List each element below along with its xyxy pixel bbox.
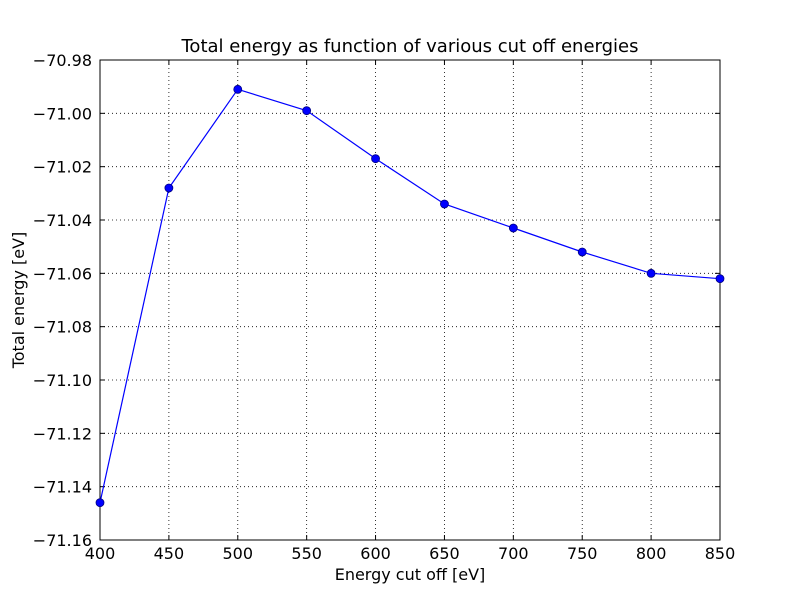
y-tick-label: −71.02 xyxy=(33,158,92,177)
grid xyxy=(100,60,720,540)
x-tick-label: 450 xyxy=(154,544,185,563)
data-point xyxy=(646,268,656,278)
data-point xyxy=(715,274,725,284)
data-point xyxy=(164,183,174,193)
y-tick-label: −71.16 xyxy=(33,531,92,550)
y-tick-label: −70.98 xyxy=(33,51,92,70)
y-tick-label: −71.12 xyxy=(33,424,92,443)
x-tick-label: 700 xyxy=(498,544,529,563)
x-tick-label: 500 xyxy=(223,544,254,563)
data-point xyxy=(95,498,105,508)
y-tick-label: −71.00 xyxy=(33,104,92,123)
data-point xyxy=(577,247,587,257)
x-tick-label: 750 xyxy=(567,544,598,563)
axis-ticks: 400 450 500 550 600 650 700 750 800 850 −71.16 −71.… xyxy=(33,51,735,563)
data-point xyxy=(302,106,312,116)
y-tick-label: −71.08 xyxy=(33,318,92,337)
data-point xyxy=(371,154,380,164)
plot-frame xyxy=(99,59,721,541)
data-point xyxy=(508,223,518,233)
series-line xyxy=(99,88,721,503)
y-tick-label: −71.10 xyxy=(33,371,92,390)
x-tick-label: 850 xyxy=(705,544,736,563)
x-tick-label: 550 xyxy=(291,544,322,563)
series-layer xyxy=(95,84,725,508)
x-tick-label: 600 xyxy=(360,544,391,563)
x-axis-label: Energy cut off [eV] xyxy=(335,565,486,584)
y-tick-label: −71.04 xyxy=(33,211,92,230)
y-tick-label: −71.14 xyxy=(33,478,92,497)
x-tick-label: 800 xyxy=(636,544,667,563)
chart-title: Total energy as function of various cut … xyxy=(181,36,639,57)
data-point xyxy=(233,84,243,94)
y-tick-label: −71.06 xyxy=(33,264,92,283)
x-tick-label: 400 xyxy=(85,544,116,563)
x-tick-label: 650 xyxy=(429,544,460,563)
data-point xyxy=(440,199,449,209)
y-axis-label: Total energy [eV] xyxy=(9,232,28,370)
